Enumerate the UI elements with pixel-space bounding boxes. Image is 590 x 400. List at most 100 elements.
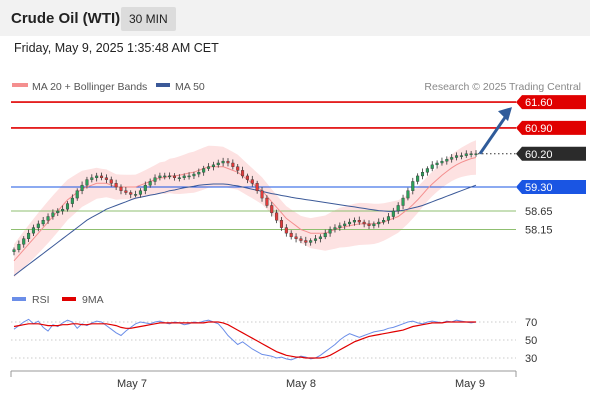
candle-body — [469, 153, 473, 155]
candle-body — [411, 181, 415, 191]
candle-body — [143, 184, 147, 191]
datetime-stamp: Friday, May 9, 2025 1:35:48 AM CET — [14, 41, 219, 55]
candle-body — [299, 238, 303, 241]
candle-body — [22, 238, 26, 245]
candle-body — [420, 172, 425, 177]
candle-body — [382, 220, 386, 223]
candle-body — [357, 220, 361, 223]
legend-rsi-ma-label: 9MA — [82, 294, 104, 306]
legend-ma50-label: MA 50 — [175, 81, 205, 93]
candle-body — [313, 238, 318, 241]
candle-body — [241, 170, 245, 177]
legend-ma20-swatch — [12, 83, 28, 87]
candle-body — [474, 153, 478, 155]
candle-body — [27, 232, 31, 239]
legend-ma50-swatch — [156, 83, 170, 87]
candle-body — [172, 175, 177, 178]
level-label-58.15: 58.15 — [525, 224, 553, 236]
level-labels: 61.60 60.90 60.20 59.30 58.65 58.15 — [516, 95, 586, 236]
bollinger-band — [14, 140, 476, 278]
ma20-line — [13, 157, 477, 262]
candle-body — [100, 175, 104, 178]
candle-body — [65, 203, 70, 210]
candle-body — [163, 175, 167, 178]
candle-body — [236, 166, 240, 171]
candle-body — [46, 216, 50, 221]
candle-body — [362, 221, 366, 225]
level-label-60.20: 60.20 — [525, 149, 553, 161]
candle-body — [153, 177, 157, 182]
candle-body — [445, 159, 449, 162]
candle-body — [255, 183, 259, 191]
candle-body — [90, 177, 94, 180]
level-lines — [11, 101, 516, 230]
candle-body — [187, 175, 191, 178]
candle-body — [36, 223, 40, 228]
candle-body — [207, 166, 211, 169]
x-tick-label: May 9 — [455, 378, 485, 390]
candle-body — [323, 232, 327, 238]
candle-body — [182, 175, 186, 178]
candle-body — [386, 216, 390, 221]
candle-body — [31, 227, 35, 234]
candle-body — [372, 223, 376, 226]
candle-body — [177, 177, 181, 179]
candle-body — [260, 190, 264, 199]
forecast-arrow — [478, 107, 512, 155]
rsi-line — [13, 318, 477, 361]
candle-body — [416, 175, 420, 182]
candle-body — [318, 236, 322, 239]
candle-body — [85, 179, 89, 186]
candle-body — [348, 221, 352, 225]
x-tick-label: May 8 — [286, 378, 316, 390]
candle-body — [119, 186, 123, 191]
legend-rsi-label: RSI — [32, 294, 50, 306]
timeframe-badge[interactable]: 30 MIN — [121, 7, 176, 31]
level-label-58.65: 58.65 — [525, 206, 553, 218]
candle-body — [279, 220, 283, 228]
candle-body — [401, 197, 405, 206]
candle-body — [338, 225, 342, 228]
candle-body — [440, 160, 444, 164]
candle-body — [129, 192, 133, 195]
candle-body — [51, 212, 55, 217]
level-tag-59.30 — [516, 180, 586, 194]
candle-body — [304, 240, 308, 243]
candle-body — [309, 240, 313, 243]
candle-body — [289, 232, 293, 238]
candle-body — [343, 223, 347, 226]
candle-body — [367, 223, 371, 226]
candle-body — [124, 190, 128, 193]
rsi-grid: 70 50 30 — [11, 317, 537, 365]
candle-body — [41, 220, 45, 225]
candle-body — [284, 227, 288, 234]
candle-body — [221, 160, 225, 164]
level-label-60.90: 60.90 — [525, 123, 553, 135]
candle-body — [148, 181, 152, 186]
rsi-ma-line — [13, 321, 476, 359]
candle-body — [245, 175, 249, 180]
candlesticks — [12, 150, 478, 256]
legend-rsi-ma-swatch — [62, 297, 76, 301]
credit-text: Research © 2025 Trading Central — [424, 81, 581, 93]
candle-body — [158, 175, 162, 178]
forecast-arrow-shaft — [478, 112, 510, 155]
instrument-title: Crude Oil (WTI) — [11, 10, 121, 27]
candle-body — [192, 173, 196, 177]
candle-body — [430, 164, 434, 169]
candle-body — [270, 205, 274, 214]
candle-body — [352, 220, 356, 223]
bollinger-band-area — [14, 140, 476, 278]
candle-body — [328, 229, 332, 234]
candle-body — [168, 175, 172, 178]
legend-ma20-label: MA 20 + Bollinger Bands — [32, 81, 147, 93]
candle-body — [265, 197, 269, 206]
candle-body — [231, 162, 235, 167]
candle-body — [396, 205, 400, 212]
candle-body — [104, 177, 108, 180]
candle-body — [226, 160, 230, 164]
candle-body — [17, 244, 21, 250]
level-tag-60.20 — [516, 146, 586, 161]
candle-body — [459, 155, 463, 157]
